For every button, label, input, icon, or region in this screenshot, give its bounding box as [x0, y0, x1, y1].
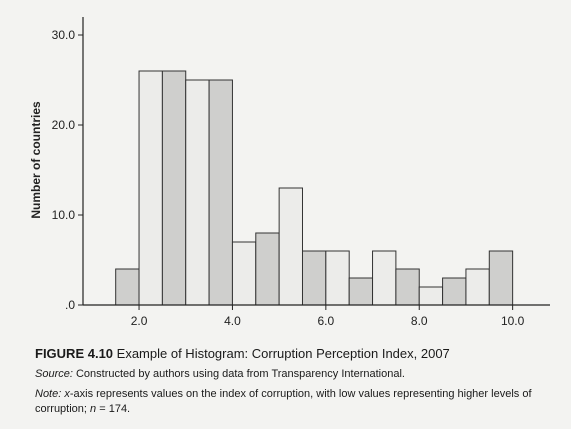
- histogram-bar: [208, 79, 233, 306]
- note-text: -axis represents values on the index of …: [35, 388, 532, 415]
- note-n-italic: n: [90, 403, 97, 415]
- histogram-bar: [418, 286, 444, 306]
- y-axis-title: Number of countries: [29, 101, 43, 219]
- x-tick-label: 8.0: [411, 314, 428, 328]
- figure-caption-title: FIGURE 4.10 Example of Histogram: Corrup…: [35, 346, 555, 361]
- y-tick-label: 30.0: [52, 28, 76, 42]
- source-label: Source:: [35, 368, 73, 380]
- x-tick-label: 4.0: [224, 314, 241, 328]
- histogram-bar: [231, 241, 257, 306]
- x-tick-label: 10.0: [501, 314, 525, 328]
- histogram-chart: .0 10.0 20.0 30.0 2.0 4.0 6.0 8.0 10.0 Number of…: [29, 17, 550, 328]
- x-tick-label: 2.0: [131, 314, 148, 328]
- histogram-bar: [488, 250, 514, 306]
- source-text: Constructed by authors using data from T…: [75, 368, 405, 380]
- histogram-bar: [255, 232, 280, 306]
- histogram-bar: [348, 277, 374, 306]
- y-tick-label: .0: [65, 298, 75, 312]
- note-label: Note:: [35, 388, 62, 400]
- histogram-bar: [278, 187, 303, 306]
- note-x-italic: x: [64, 388, 70, 400]
- figure-note: Note: x-axis represents values on the in…: [35, 387, 555, 417]
- histogram-bar: [301, 250, 327, 306]
- histogram-bar: [185, 79, 210, 306]
- figure-title: Example of Histogram: Corruption Percept…: [116, 346, 450, 361]
- bars-group: [115, 70, 514, 306]
- histogram-bar: [465, 268, 490, 306]
- y-tick-label: 20.0: [52, 118, 76, 132]
- y-tick-label: 10.0: [52, 208, 76, 222]
- histogram-bar: [138, 70, 163, 306]
- figure-number: FIGURE 4.10: [35, 346, 114, 361]
- histogram-bar: [395, 268, 420, 306]
- x-tick-label: 6.0: [317, 314, 334, 328]
- histogram-bar: [161, 70, 187, 306]
- figure-source: Source: Constructed by authors using dat…: [35, 368, 555, 380]
- histogram-bar: [325, 250, 350, 306]
- histogram-bar: [372, 250, 397, 306]
- axes-group: [82, 17, 550, 306]
- note-n-value: = 174.: [96, 403, 131, 415]
- histogram-bar: [442, 277, 467, 306]
- ticks-group: .0 10.0 20.0 30.0 2.0 4.0 6.0 8.0 10.0: [52, 28, 525, 328]
- histogram-bar: [115, 268, 140, 306]
